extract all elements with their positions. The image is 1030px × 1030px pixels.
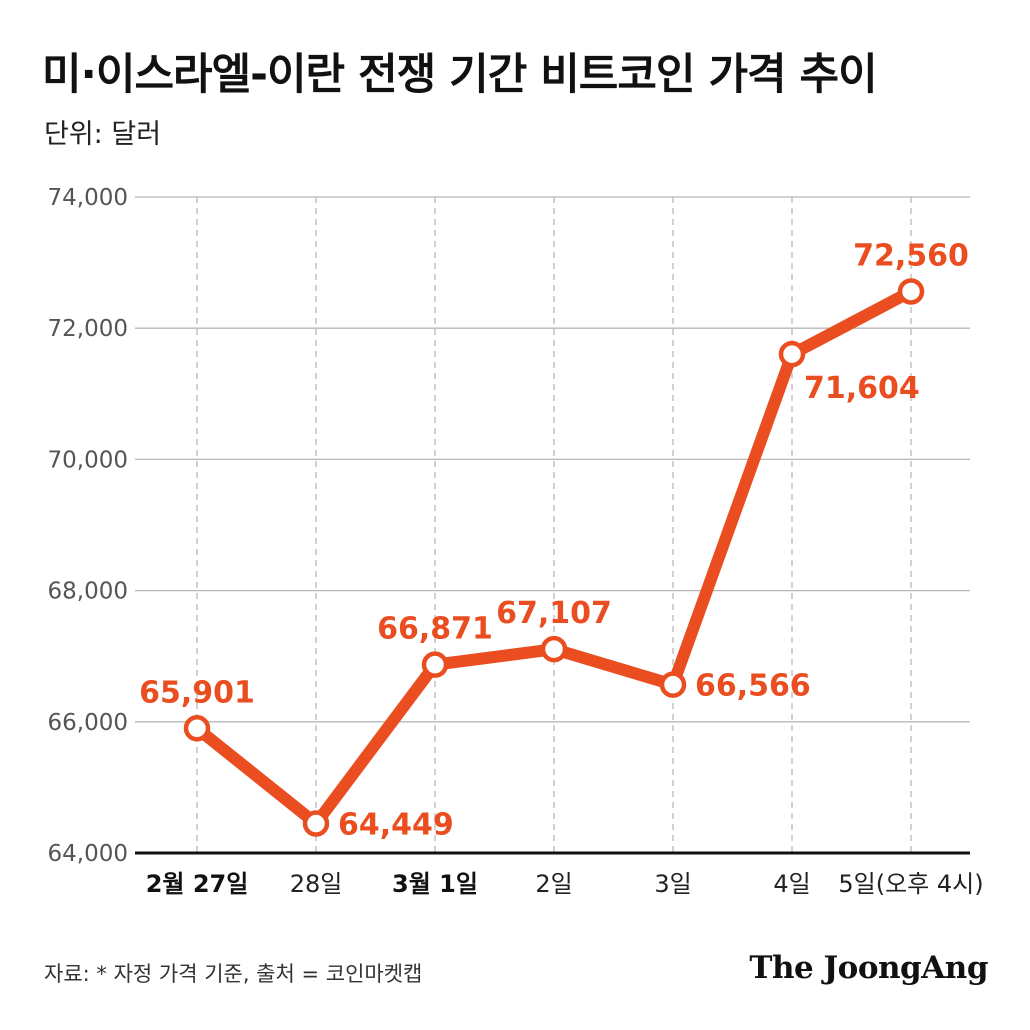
data-label: 67,107 xyxy=(496,596,612,631)
chart-title: 미·이스라엘-이란 전쟁 기간 비트코인 가격 추이 xyxy=(42,50,878,100)
series-layer xyxy=(183,278,925,837)
label-layer: 65,901 64,449 66,871 67,107 66,566 71,604 72,5… xyxy=(139,238,969,842)
unit-label: 단위: 달러 xyxy=(44,119,162,150)
x-tick-label: 2월 27일 xyxy=(146,870,249,898)
data-label: 66,566 xyxy=(695,669,811,704)
data-point xyxy=(421,651,449,678)
brand-logo: The JoongAng xyxy=(749,950,988,986)
x-tick-label: 3일 xyxy=(654,870,691,898)
data-point xyxy=(302,810,330,837)
x-tick-label: 5일(오후 4시) xyxy=(838,870,983,898)
y-tick-label: 74,000 xyxy=(48,185,128,211)
y-tick-label: 72,000 xyxy=(48,316,128,342)
data-point xyxy=(183,715,211,742)
x-tick-label: 28일 xyxy=(290,870,343,898)
data-label: 66,871 xyxy=(377,612,493,647)
x-tick-label: 4일 xyxy=(773,870,810,898)
y-tick-label: 68,000 xyxy=(48,579,128,605)
x-tick-label: 2일 xyxy=(535,870,572,898)
y-tick-label: 70,000 xyxy=(48,447,128,473)
x-tick-label: 3월 1일 xyxy=(392,870,478,898)
source-note: 자료: * 자정 가격 기준, 출처 = 코인마켓캡 xyxy=(44,962,423,986)
axis-layer: 64,000 66,000 68,000 70,000 72,000 74,000 2월 2… xyxy=(48,185,984,898)
data-point xyxy=(897,278,925,305)
y-tick-label: 66,000 xyxy=(48,710,128,736)
data-point xyxy=(540,635,568,663)
data-label: 65,901 xyxy=(139,675,255,710)
data-point xyxy=(659,671,687,698)
grid-layer xyxy=(135,196,970,853)
data-point xyxy=(778,340,806,368)
y-tick-label: 64,000 xyxy=(48,841,128,867)
data-label: 72,560 xyxy=(853,238,969,273)
data-label: 64,449 xyxy=(338,808,454,843)
data-label: 71,604 xyxy=(804,371,920,406)
